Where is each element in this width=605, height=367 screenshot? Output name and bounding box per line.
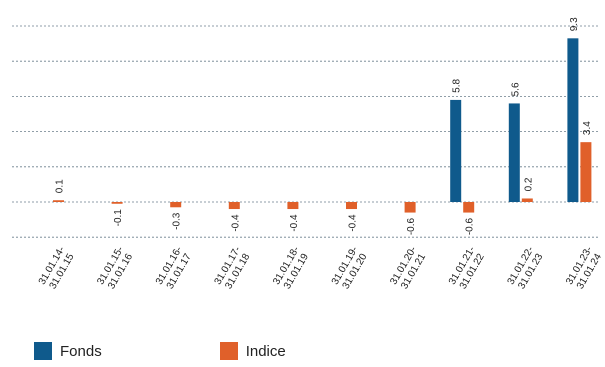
data-label-indice-5: -0.4 bbox=[348, 214, 359, 232]
x-tick-label-4: 31.01.18-31.01.19 bbox=[271, 245, 312, 293]
data-label-indice-2: -0.3 bbox=[172, 212, 183, 230]
legend-swatch-indice bbox=[219, 342, 238, 360]
bar-indice-9 bbox=[580, 142, 592, 202]
bar-indice-0 bbox=[53, 200, 64, 202]
bar-indice-7 bbox=[463, 202, 475, 213]
data-label-indice-3: -0.4 bbox=[230, 214, 241, 232]
data-label-fonds-9: 9.3 bbox=[569, 17, 580, 31]
bar-fonds-9 bbox=[567, 38, 579, 202]
x-tick-labels: 31.01.14-31.01.15 31.01.15-31.01.16 31.01.… bbox=[37, 245, 605, 293]
data-label-fonds-8: 5.6 bbox=[510, 82, 521, 96]
x-tick-label-0: 31.01.14-31.01.15 bbox=[37, 245, 78, 293]
data-label-indice-1: -0.1 bbox=[113, 209, 124, 227]
data-label-indice-6: -0.6 bbox=[406, 218, 417, 236]
legend-item-indice: Indice bbox=[219, 342, 286, 360]
gridlines bbox=[12, 25, 600, 238]
bar-indice-3 bbox=[228, 202, 240, 210]
legend-swatch-fonds bbox=[34, 342, 52, 360]
legend-label-indice: Indice bbox=[245, 342, 286, 360]
x-tick-label-6: 31.01.20-31.01.21 bbox=[388, 245, 429, 293]
bar-indice-4 bbox=[287, 202, 299, 210]
bar-indice-5 bbox=[346, 202, 357, 210]
bar-indice-1 bbox=[111, 202, 123, 204]
x-tick-label-5: 31.01.19-31.01.20 bbox=[330, 245, 371, 293]
chart: 0.1 -0.1 -0.3 -0.4 -0.4 -0.4 -0.6 5.8 -0.6 5.6 0.2… bbox=[12, 17, 605, 293]
bars bbox=[53, 38, 592, 213]
bar-fonds-8 bbox=[508, 103, 520, 202]
bar-indice-6 bbox=[404, 202, 416, 213]
data-label-fonds-7: 5.8 bbox=[452, 79, 463, 93]
legend-label-fonds: Fonds bbox=[60, 342, 102, 360]
legend-item-fonds: Fonds bbox=[34, 342, 102, 360]
x-tick-label-3: 31.01.17-31.01.18 bbox=[213, 245, 254, 293]
data-label-indice-4: -0.4 bbox=[289, 214, 300, 232]
data-label-indice-8: 0.2 bbox=[523, 177, 534, 191]
bar-indice-2 bbox=[170, 202, 182, 208]
data-labels: 0.1 -0.1 -0.3 -0.4 -0.4 -0.4 -0.6 5.8 -0.6 5.6 0.2… bbox=[55, 17, 593, 235]
x-tick-label-1: 31.01.15-31.01.16 bbox=[95, 245, 136, 293]
bar-indice-8 bbox=[521, 198, 533, 202]
bar-fonds-7 bbox=[450, 99, 462, 202]
data-label-indice-7: -0.6 bbox=[465, 218, 476, 236]
x-tick-label-8: 31.01.22-31.01.23 bbox=[506, 245, 547, 293]
legend: Fonds Indice bbox=[34, 342, 404, 360]
data-label-indice-0: 0.1 bbox=[55, 179, 66, 193]
x-tick-label-2: 31.01.16-31.01.17 bbox=[154, 245, 195, 293]
data-label-indice-9: 3.4 bbox=[582, 121, 593, 135]
x-tick-label-9: 31.01.23-31.01.24 bbox=[564, 245, 605, 293]
x-tick-label-7: 31.01.21-31.01.22 bbox=[447, 245, 488, 293]
